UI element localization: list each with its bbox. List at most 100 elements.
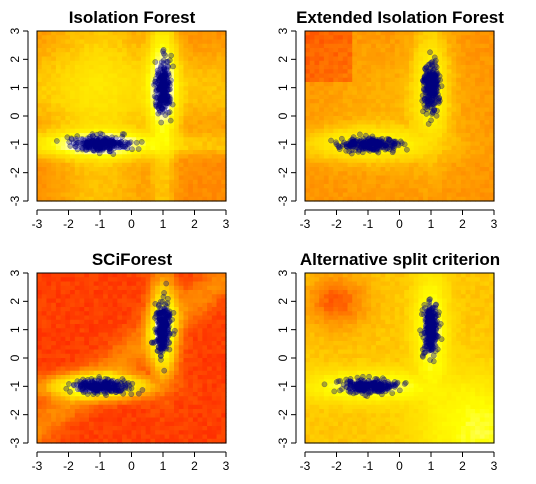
heatmap-cell xyxy=(221,137,227,143)
heatmap-cell xyxy=(93,324,100,329)
heatmap-cell xyxy=(65,404,71,410)
heatmap-cell xyxy=(178,82,185,87)
heatmap-cell xyxy=(356,31,363,36)
heatmap-cell xyxy=(216,116,222,121)
heatmap-cell xyxy=(46,86,52,92)
heatmap-cell xyxy=(122,73,128,79)
heatmap-cell xyxy=(475,171,481,177)
heatmap-cell xyxy=(51,192,57,198)
heatmap-cell xyxy=(126,82,133,87)
heatmap-cell xyxy=(446,99,453,104)
heatmap-cell xyxy=(79,341,85,346)
heatmap-cell xyxy=(70,141,76,147)
heatmap-cell xyxy=(98,94,104,100)
heatmap-cell xyxy=(390,167,396,172)
data-point xyxy=(94,145,101,152)
heatmap-cell xyxy=(202,128,208,134)
heatmap-cell xyxy=(404,82,410,87)
heatmap-cell xyxy=(216,69,222,75)
heatmap-cell xyxy=(46,69,52,75)
heatmap-cell xyxy=(371,43,377,49)
heatmap-cell xyxy=(112,137,118,143)
data-point xyxy=(112,140,119,146)
heatmap-cell xyxy=(390,31,396,36)
heatmap-cell xyxy=(155,162,161,168)
heatmap-cell xyxy=(126,192,133,198)
heatmap-cell xyxy=(117,56,123,62)
heatmap-cell xyxy=(150,179,156,185)
heatmap-cell xyxy=(371,107,377,113)
data-point xyxy=(95,137,101,144)
heatmap-cell xyxy=(150,60,156,66)
heatmap-cell xyxy=(399,162,405,168)
data-point xyxy=(72,143,79,150)
data-point xyxy=(73,138,79,144)
heatmap-cell xyxy=(356,69,363,75)
heatmap-cell xyxy=(88,192,95,198)
y-tick-label: 3 xyxy=(8,27,22,34)
heatmap-cell xyxy=(338,94,344,100)
heatmap-cell xyxy=(432,35,438,41)
heatmap-cell xyxy=(159,137,166,143)
heatmap-cell xyxy=(484,86,490,92)
heatmap-cell xyxy=(423,158,429,164)
heatmap-cell xyxy=(107,417,114,423)
heatmap-cell xyxy=(314,184,320,189)
heatmap-cell xyxy=(93,158,100,164)
data-point xyxy=(100,139,106,146)
heatmap-cell xyxy=(41,94,48,100)
heatmap-cell xyxy=(46,116,52,121)
heatmap-cell xyxy=(145,150,151,155)
data-point xyxy=(93,142,100,148)
heatmap-cell xyxy=(380,179,386,185)
data-point xyxy=(85,143,92,150)
heatmap-cell xyxy=(366,52,372,58)
heatmap-cell xyxy=(380,111,386,117)
heatmap-cell xyxy=(183,65,189,70)
heatmap-cell xyxy=(84,315,90,321)
heatmap-cell xyxy=(361,56,368,62)
heatmap-cell xyxy=(103,358,109,363)
heatmap-cell xyxy=(112,56,118,62)
heatmap-cell xyxy=(178,150,185,155)
heatmap-cell xyxy=(314,99,320,104)
heatmap-cell xyxy=(352,31,358,36)
heatmap-cell xyxy=(319,141,325,147)
heatmap-cell xyxy=(442,107,448,113)
heatmap-cell xyxy=(112,353,118,359)
heatmap-cell xyxy=(84,294,90,300)
heatmap-cell xyxy=(74,99,81,104)
heatmap-cell xyxy=(207,39,213,45)
heatmap-cell xyxy=(399,158,405,164)
heatmap-cell xyxy=(164,86,170,92)
heatmap-cell xyxy=(107,188,114,194)
heatmap-cell xyxy=(385,60,391,66)
heatmap-cell xyxy=(456,39,462,45)
heatmap-cell xyxy=(131,43,137,49)
heatmap-cell xyxy=(446,69,453,75)
heatmap-cell xyxy=(46,77,52,83)
heatmap-cell xyxy=(155,56,161,62)
heatmap-cell xyxy=(202,137,208,143)
heatmap-cell xyxy=(155,158,161,164)
heatmap-cell xyxy=(484,162,490,168)
heatmap-cell xyxy=(93,128,100,134)
heatmap-cell xyxy=(65,281,71,287)
heatmap-cell xyxy=(155,192,161,198)
heatmap-cell xyxy=(221,167,227,172)
heatmap-cell xyxy=(74,69,81,75)
heatmap-cell xyxy=(51,39,57,45)
heatmap-cell xyxy=(37,48,43,53)
heatmap-cell xyxy=(88,370,95,376)
x-tick-label: 3 xyxy=(491,217,498,231)
heatmap-cell xyxy=(41,336,48,342)
heatmap-cell xyxy=(338,158,344,164)
heatmap-cell xyxy=(88,362,95,368)
heatmap-cell xyxy=(207,31,213,36)
heatmap-cell xyxy=(484,56,490,62)
heatmap-cell xyxy=(361,48,368,53)
heatmap-cell xyxy=(55,387,62,393)
heatmap-cell xyxy=(305,94,311,100)
heatmap-cell xyxy=(169,94,175,100)
data-point xyxy=(156,103,162,109)
